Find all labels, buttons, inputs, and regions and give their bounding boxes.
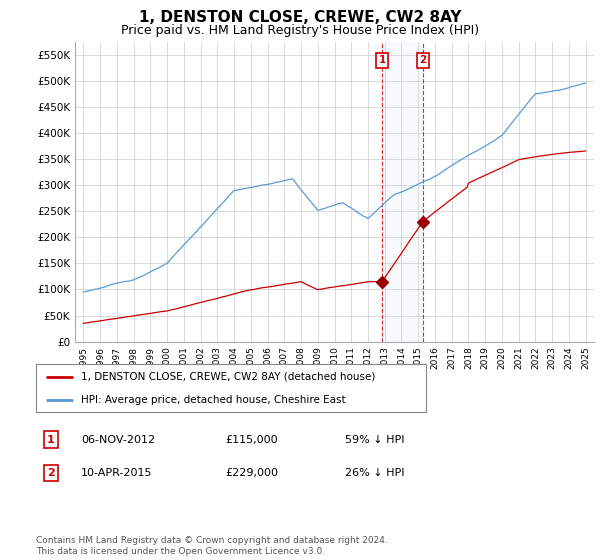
- Text: HPI: Average price, detached house, Cheshire East: HPI: Average price, detached house, Ches…: [81, 395, 346, 405]
- Text: 1, DENSTON CLOSE, CREWE, CW2 8AY: 1, DENSTON CLOSE, CREWE, CW2 8AY: [139, 10, 461, 25]
- Text: 10-APR-2015: 10-APR-2015: [81, 468, 152, 478]
- Bar: [382, 42, 423, 342]
- Text: 1: 1: [47, 435, 55, 445]
- Text: 2: 2: [47, 468, 55, 478]
- Text: 2: 2: [419, 55, 427, 65]
- Text: £229,000: £229,000: [225, 468, 278, 478]
- Text: Price paid vs. HM Land Registry's House Price Index (HPI): Price paid vs. HM Land Registry's House …: [121, 24, 479, 36]
- Text: 1, DENSTON CLOSE, CREWE, CW2 8AY (detached house): 1, DENSTON CLOSE, CREWE, CW2 8AY (detach…: [81, 372, 375, 382]
- Text: 26% ↓ HPI: 26% ↓ HPI: [345, 468, 404, 478]
- Text: £115,000: £115,000: [225, 435, 278, 445]
- Text: 59% ↓ HPI: 59% ↓ HPI: [345, 435, 404, 445]
- Text: 1: 1: [379, 55, 386, 65]
- Text: 06-NOV-2012: 06-NOV-2012: [81, 435, 155, 445]
- Text: Contains HM Land Registry data © Crown copyright and database right 2024.
This d: Contains HM Land Registry data © Crown c…: [36, 536, 388, 556]
